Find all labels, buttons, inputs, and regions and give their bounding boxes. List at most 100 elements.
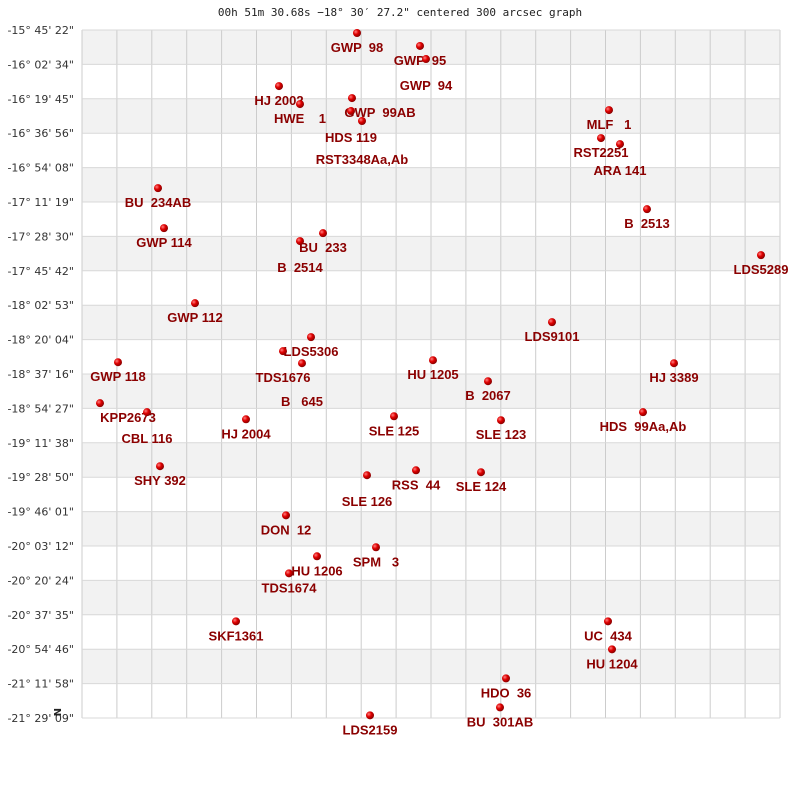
star-marker[interactable]: [296, 237, 304, 246]
star-marker[interactable]: [279, 347, 287, 356]
star-point[interactable]: DON 12: [261, 511, 312, 537]
star-point[interactable]: GWP 98: [331, 29, 384, 55]
star-point[interactable]: RST2251: [574, 134, 629, 160]
star-point[interactable]: SLE 125: [369, 412, 420, 438]
star-marker[interactable]: [285, 569, 293, 578]
star-point[interactable]: SKF1361: [209, 617, 264, 643]
star-point[interactable]: SPM 3: [353, 543, 399, 569]
star-marker[interactable]: [160, 224, 168, 233]
star-point[interactable]: TDS1674: [262, 569, 318, 595]
star-marker[interactable]: [156, 462, 164, 471]
star-marker[interactable]: [307, 333, 315, 342]
star-marker[interactable]: [416, 41, 424, 50]
star-point[interactable]: BU 234AB: [125, 184, 191, 210]
star-point[interactable]: SLE 126: [342, 471, 393, 509]
star-point[interactable]: HDS 99Aa,Ab: [600, 408, 687, 434]
star-point[interactable]: KPP2673: [96, 399, 156, 425]
star-point[interactable]: B 2514: [277, 237, 324, 275]
star-point[interactable]: GWP 94: [400, 55, 453, 93]
star-marker[interactable]: [597, 134, 605, 143]
star-marker[interactable]: [497, 416, 505, 425]
star-marker[interactable]: [372, 543, 380, 552]
star-marker[interactable]: [319, 229, 327, 238]
star-point[interactable]: HJ 3389: [649, 359, 699, 385]
star-point[interactable]: TDS1676: [256, 347, 311, 385]
star-point[interactable]: HU 1205: [407, 356, 459, 382]
star-point[interactable]: LDS2159: [343, 711, 398, 737]
star-marker[interactable]: [282, 511, 290, 520]
star-point[interactable]: LDS9101: [525, 318, 580, 344]
star-point[interactable]: RSS 44: [392, 466, 441, 492]
star-marker[interactable]: [477, 468, 485, 477]
star-point[interactable]: HJ 2004: [221, 415, 271, 441]
star-point[interactable]: ARA 141: [594, 140, 647, 178]
star-marker[interactable]: [353, 29, 361, 38]
star-marker[interactable]: [605, 106, 613, 115]
star-marker[interactable]: [296, 100, 304, 109]
star-marker[interactable]: [358, 117, 366, 126]
star-marker[interactable]: [616, 140, 624, 149]
star-marker[interactable]: [363, 471, 371, 480]
star-label: SLE 126: [342, 494, 393, 509]
star-point[interactable]: SLE 124: [456, 468, 507, 494]
star-point[interactable]: SLE 123: [476, 416, 527, 442]
star-marker[interactable]: [232, 617, 240, 626]
y-tick-label: -18° 54' 27": [7, 402, 74, 415]
star-point[interactable]: SHY 392: [134, 462, 186, 488]
star-point[interactable]: GWP 99AB: [344, 94, 416, 120]
star-point[interactable]: HJ 2002: [254, 82, 304, 108]
star-point[interactable]: HDO 36: [481, 674, 532, 700]
y-tick-label: -18° 37' 16": [7, 368, 74, 381]
star-point[interactable]: CBL 116: [121, 408, 173, 446]
star-marker[interactable]: [608, 645, 616, 654]
star-point[interactable]: HWE 1: [274, 100, 326, 126]
star-marker[interactable]: [429, 356, 437, 365]
star-point[interactable]: RST3348Aa,Ab: [316, 117, 409, 167]
star-point[interactable]: HU 1204: [586, 645, 638, 671]
star-point[interactable]: B 2067: [465, 377, 511, 403]
star-point[interactable]: MLF 1: [587, 106, 632, 132]
star-point[interactable]: HDS 119: [325, 107, 377, 145]
star-marker[interactable]: [422, 55, 430, 64]
star-marker[interactable]: [496, 703, 504, 712]
star-point[interactable]: LDS5289: [734, 251, 789, 277]
star-marker[interactable]: [347, 107, 355, 116]
star-point[interactable]: HU 1206: [291, 552, 343, 578]
star-label: SLE 123: [476, 427, 527, 442]
star-marker[interactable]: [757, 251, 765, 260]
star-marker[interactable]: [366, 711, 374, 720]
star-marker[interactable]: [154, 184, 162, 193]
star-marker[interactable]: [96, 399, 104, 408]
star-marker[interactable]: [191, 299, 199, 308]
star-marker[interactable]: [143, 408, 151, 417]
star-point[interactable]: UC 434: [584, 617, 633, 643]
star-marker[interactable]: [242, 415, 250, 424]
star-point[interactable]: BU 301AB: [467, 703, 533, 729]
star-point[interactable]: GWP 118: [90, 358, 146, 384]
star-marker[interactable]: [275, 82, 283, 91]
star-point[interactable]: B 2513: [624, 205, 670, 231]
star-point[interactable]: GWP 112: [167, 299, 223, 325]
star-marker[interactable]: [502, 674, 510, 683]
star-marker[interactable]: [484, 377, 492, 386]
star-marker[interactable]: [412, 466, 420, 475]
star-label: GWP 114: [136, 235, 192, 250]
y-tick-label: -20° 03' 12": [7, 540, 74, 553]
star-point[interactable]: BU 233: [299, 229, 347, 255]
star-marker[interactable]: [670, 359, 678, 368]
star-point[interactable]: GWP 95: [394, 41, 447, 68]
star-marker[interactable]: [604, 617, 612, 626]
star-point[interactable]: LDS5306: [284, 333, 339, 359]
star-marker[interactable]: [548, 318, 556, 327]
star-marker[interactable]: [313, 552, 321, 561]
star-marker[interactable]: [643, 205, 651, 214]
star-label: LDS5289: [734, 262, 789, 277]
star-point[interactable]: B 645: [281, 359, 323, 409]
star-marker[interactable]: [298, 359, 306, 368]
grid-lines: [81, 29, 781, 719]
star-marker[interactable]: [114, 358, 122, 367]
star-marker[interactable]: [348, 94, 356, 103]
star-point[interactable]: GWP 114: [136, 224, 192, 250]
star-marker[interactable]: [639, 408, 647, 417]
star-marker[interactable]: [390, 412, 398, 421]
